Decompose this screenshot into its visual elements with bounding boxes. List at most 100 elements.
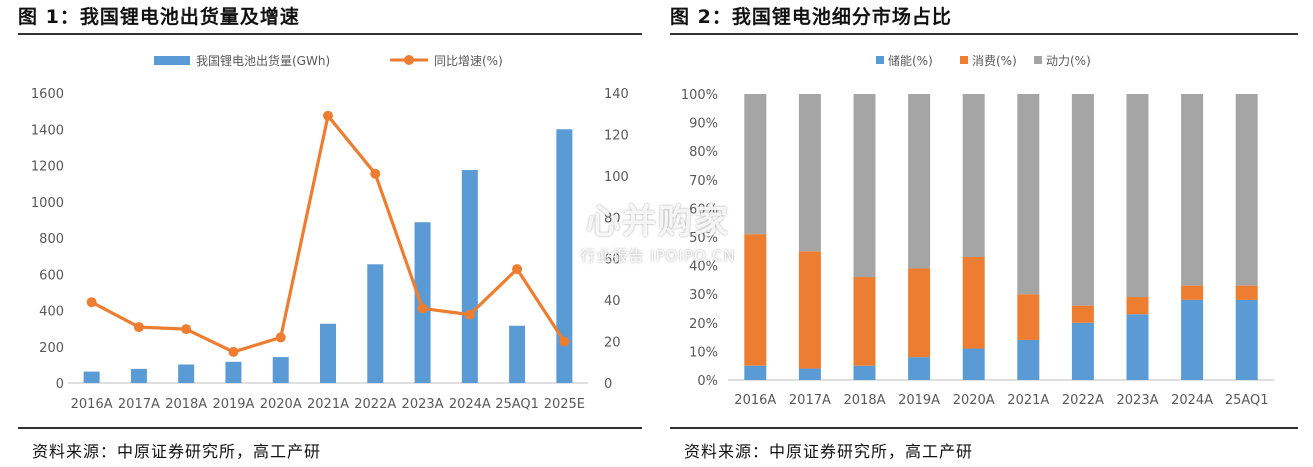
chart-1-title: 图 1：我国锂电池出货量及增速 [18, 6, 300, 28]
bar [320, 323, 336, 383]
stack-segment [853, 365, 876, 380]
line-point [464, 309, 475, 320]
x-tick-label: 2025E [544, 397, 585, 412]
legend-label: 动力(%) [1046, 54, 1091, 68]
stack-segment [798, 251, 821, 369]
x-tick-label: 2016A [734, 393, 776, 408]
x-tick-label: 2023A [1117, 393, 1159, 408]
y-right-tick-label: 140 [604, 87, 629, 102]
x-tick-label: 2022A [1062, 393, 1104, 408]
line-point [275, 332, 286, 343]
y-tick-label: 90% [689, 117, 718, 132]
line-point [559, 336, 570, 347]
legend-label: 消费(%) [972, 54, 1017, 68]
x-tick-label: 2019A [212, 397, 254, 412]
bar [130, 368, 147, 383]
x-tick-label: 2021A [307, 397, 349, 412]
x-tick-label: 2024A [1171, 393, 1213, 408]
y-tick-label: 80% [689, 145, 718, 160]
chart-1-svg: 我国锂电池出货量(GWh) 同比增速(%)02004006008001000120… [31, 53, 629, 412]
x-tick-label: 2019A [898, 393, 940, 408]
line-point [133, 322, 144, 333]
stack-segment [798, 94, 821, 252]
bar [414, 222, 431, 383]
chart-1-source: 资料来源：中原证券研究所，高工产研 [32, 442, 322, 461]
y-tick-label: 60% [689, 202, 718, 217]
line-point [323, 110, 333, 121]
bar [225, 361, 242, 383]
y-left-tick-label: 1200 [31, 160, 64, 175]
y-left-tick-label: 0 [56, 377, 64, 392]
stack-segment [744, 94, 767, 235]
bar [272, 357, 289, 383]
y-right-tick-label: 120 [604, 128, 629, 143]
x-tick-label: 2022A [354, 397, 396, 412]
x-tick-label: 2023A [402, 397, 444, 412]
legend-swatch [960, 56, 968, 64]
bar [178, 364, 195, 383]
stack-segment [744, 234, 767, 366]
stack-segment [853, 277, 876, 366]
chart-panel-1: 图 1：我国锂电池出货量及增速 我国锂电池出货量(GWh) 同比增速(%) 0 200… [18, 0, 642, 467]
legend-marker-line [404, 55, 414, 65]
line-point [370, 168, 381, 179]
x-tick-label: 2016A [71, 397, 113, 412]
legend-swatch [876, 56, 884, 64]
legend-swatch-bar [154, 56, 190, 65]
stack-segment [908, 268, 931, 358]
bottom-rule [18, 427, 642, 429]
stack-segment [1181, 299, 1204, 380]
bar [367, 264, 384, 383]
x-tick-label: 2020A [260, 397, 302, 412]
stack-segment [853, 94, 876, 278]
stack-segment [1235, 285, 1258, 300]
y-left-tick-label: 1000 [31, 196, 64, 211]
bar [509, 325, 526, 383]
y-right-tick-label: 40 [604, 294, 621, 309]
stack-segment [908, 357, 931, 380]
x-tick-label: 2018A [844, 393, 886, 408]
legend-label-line: 同比增速(%) [434, 54, 503, 68]
stack-segment [962, 94, 985, 258]
stack-segment [798, 368, 821, 380]
stack-segment [1126, 314, 1149, 380]
stack-segment [1126, 94, 1149, 298]
y-tick-label: 30% [689, 288, 718, 303]
legend-label-bar: 我国锂电池出货量(GWh) [196, 53, 330, 68]
chart-panel-2: 图 2：我国锂电池细分市场占比 储能(%) 消费(%) 动力(%) 0% 10% 20% 3… [670, 0, 1298, 467]
x-tick-label: 2017A [789, 393, 831, 408]
chart-2-source: 资料来源：中原证券研究所，高工产研 [684, 442, 974, 461]
line-point [86, 297, 97, 308]
y-right-tick-label: 80 [604, 211, 621, 226]
y-tick-label: 50% [689, 231, 718, 246]
y-tick-label: 20% [689, 317, 718, 332]
x-tick-label: 25AQ1 [495, 397, 539, 412]
chart-2-svg: 储能(%) 消费(%) 动力(%) 0% 10% 20% 30% 40% 50% 60% 70% 80… [681, 53, 1274, 408]
x-tick-label: 2017A [118, 397, 160, 412]
y-tick-label: 10% [689, 345, 718, 360]
x-tick-label: 2021A [1007, 393, 1049, 408]
legend-swatch [1034, 56, 1042, 64]
stack-segment [1017, 339, 1040, 380]
y-left-tick-label: 600 [39, 268, 64, 283]
y-right-tick-label: 20 [604, 336, 621, 351]
line-point [512, 264, 523, 275]
y-left-tick-label: 1400 [31, 123, 64, 138]
bar [461, 170, 478, 383]
x-tick-label: 2020A [953, 393, 995, 408]
stack-segment [908, 94, 931, 269]
stack-segment [1235, 94, 1258, 286]
x-tick-label: 2024A [449, 397, 491, 412]
stack-segment [1071, 94, 1094, 306]
y-left-tick-label: 200 [39, 341, 64, 356]
stack-segment [744, 365, 767, 380]
x-tick-label: 2018A [165, 397, 207, 412]
y-left-tick-label: 800 [39, 232, 64, 247]
x-tick-label: 25AQ1 [1225, 393, 1269, 408]
y-left-tick-label: 1600 [31, 87, 64, 102]
y-right-tick-label: 0 [604, 377, 612, 392]
stack-segment [962, 257, 985, 349]
bottom-rule [670, 427, 1298, 429]
y-tick-label: 40% [689, 260, 718, 275]
y-left-tick-label: 400 [39, 305, 64, 320]
